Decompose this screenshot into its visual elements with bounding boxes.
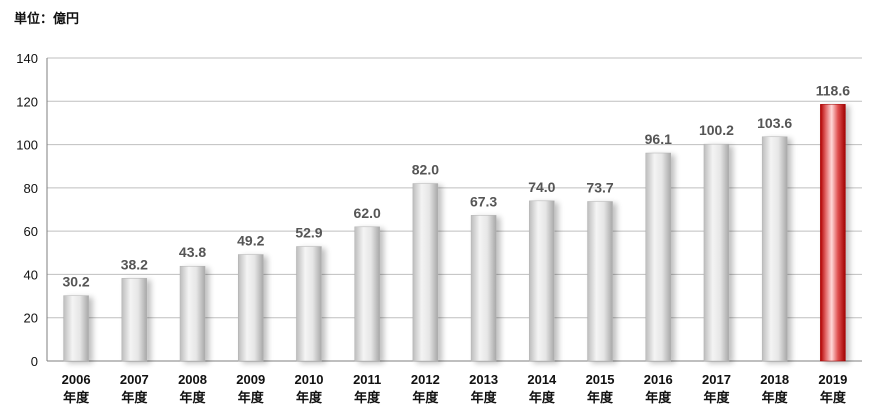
bar	[703, 143, 730, 362]
x-tick-label: 2011 年度	[353, 372, 381, 405]
data-label: 43.8	[179, 244, 206, 260]
gridlines	[47, 57, 862, 362]
data-label: 49.2	[237, 233, 264, 249]
x-tick-label: 2016 年度	[644, 372, 673, 405]
data-label: 67.3	[470, 193, 497, 209]
y-tick-label: 40	[24, 267, 38, 282]
x-tick-label: 2012 年度	[411, 372, 440, 405]
bar	[179, 265, 206, 362]
x-tick-label: 2018 年度	[760, 372, 789, 405]
bar	[529, 200, 555, 362]
data-label: 103.6	[757, 115, 792, 131]
data-labels: 30.2 38.2 43.8 49.2 52.9 62.0 82.0 67.3 74.0 73.7…	[62, 82, 850, 289]
y-tick-label: 120	[16, 94, 38, 109]
x-tick-label: 2017 年度	[702, 372, 731, 405]
data-label: 38.2	[121, 256, 148, 272]
bar	[354, 226, 380, 362]
data-label: 100.2	[699, 122, 734, 138]
x-tick-label: 2010 年度	[295, 372, 324, 405]
data-label: 118.6	[816, 82, 850, 98]
bar	[761, 136, 788, 362]
x-tick-label: 2009 年度	[236, 372, 265, 405]
bar	[63, 295, 89, 362]
y-tick-label: 100	[16, 138, 38, 153]
bar	[645, 152, 671, 362]
data-label: 73.7	[586, 179, 613, 195]
data-label: 62.0	[354, 205, 381, 221]
x-tick-label: 2006 年度	[62, 372, 91, 405]
data-label: 74.0	[528, 179, 555, 195]
data-label: 82.0	[412, 162, 439, 178]
bar	[296, 246, 322, 362]
x-tick-label: 2019 年度	[818, 372, 847, 405]
bar	[238, 254, 264, 362]
x-axis: 2006 年度 2007 年度 2008 年度 2009 年度 2010 年度 2011 年度 2012…	[62, 372, 848, 405]
bar	[412, 183, 439, 362]
y-tick-label: 20	[24, 311, 38, 326]
bar	[820, 104, 846, 362]
y-tick-label: 60	[24, 224, 38, 239]
bar	[587, 201, 613, 362]
y-tick-label: 140	[16, 51, 38, 66]
x-tick-label: 2007 年度	[120, 372, 149, 405]
unit-label: 単位：億円	[14, 12, 80, 27]
data-label: 96.1	[645, 131, 672, 147]
x-tick-label: 2013 年度	[469, 372, 498, 405]
bar	[470, 215, 497, 362]
x-tick-label: 2008 年度	[178, 372, 207, 405]
data-label: 52.9	[295, 225, 322, 241]
data-label: 30.2	[62, 274, 89, 290]
y-tick-label: 80	[24, 181, 38, 196]
x-tick-label: 2014 年度	[527, 372, 557, 405]
bars	[63, 104, 846, 362]
x-tick-label: 2015 年度	[586, 372, 615, 405]
bar	[121, 278, 148, 362]
y-tick-label: 0	[31, 354, 38, 369]
